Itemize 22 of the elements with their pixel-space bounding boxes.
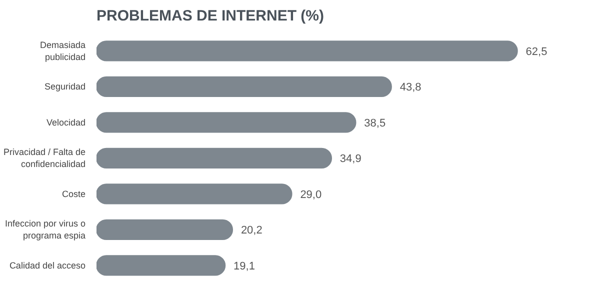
- data-label: 62,5: [526, 46, 548, 58]
- y-tick-label: Velocidad: [46, 117, 86, 128]
- bar: [96, 76, 392, 98]
- chart-title: PROBLEMAS DE INTERNET (%): [96, 8, 324, 24]
- data-label: 29,0: [300, 188, 322, 201]
- bar: [96, 255, 226, 276]
- y-tick-label: Infeccion por virus o programa espia: [4, 218, 86, 241]
- bar: [96, 40, 518, 62]
- bar: [96, 112, 356, 133]
- bar: [96, 148, 332, 169]
- data-label: 34,9: [340, 153, 362, 166]
- data-label: 19,1: [234, 260, 255, 272]
- data-label: 20,2: [240, 224, 262, 237]
- y-tick-label: Demasiada publicidad: [40, 40, 86, 62]
- y-tick-label: Seguridad: [44, 82, 86, 92]
- y-tick-label: Privacidad / Falta de confidencialidad: [3, 147, 86, 170]
- y-tick-label: Calidad del acceso: [9, 260, 86, 270]
- y-tick-label: Coste: [62, 188, 86, 199]
- data-label: 43,8: [400, 82, 422, 94]
- bar: [96, 184, 292, 204]
- bar: [96, 219, 234, 240]
- data-label: 38,5: [364, 117, 386, 130]
